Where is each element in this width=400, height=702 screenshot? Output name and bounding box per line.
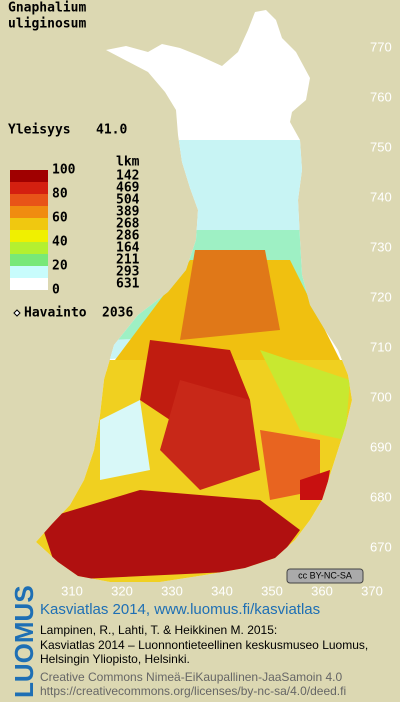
legend-swatch bbox=[10, 230, 48, 242]
y-tick-label: 690 bbox=[370, 439, 392, 454]
zone bbox=[160, 380, 260, 490]
logo: LUOMUS bbox=[9, 585, 39, 698]
legend-level: 80 bbox=[52, 187, 68, 202]
legend-count: 211 bbox=[116, 253, 140, 268]
citation: Lampinen, R., Lahti, T. & Heikkinen M. 2… bbox=[40, 623, 277, 637]
y-tick-label: 670 bbox=[370, 539, 392, 554]
y-tick-label: 770 bbox=[370, 39, 392, 54]
observation-count: 2036 bbox=[102, 306, 133, 321]
y-tick-label: 720 bbox=[370, 289, 392, 304]
y-tick-label: 680 bbox=[370, 489, 392, 504]
observation-label: Havainto bbox=[24, 306, 87, 321]
x-tick-label: 340 bbox=[211, 583, 233, 598]
legend-swatch bbox=[10, 218, 48, 230]
y-tick-label: 710 bbox=[370, 339, 392, 354]
license-badge bbox=[286, 568, 364, 584]
legend-count: 631 bbox=[116, 277, 140, 292]
x-tick-label: 330 bbox=[161, 583, 183, 598]
legend-level: 0 bbox=[52, 283, 60, 298]
frequency-label: Yleisyys bbox=[8, 123, 71, 138]
frequency-value: 41.0 bbox=[96, 123, 127, 138]
legend-swatch bbox=[10, 242, 48, 254]
license-badge-text: cc BY-NC-SA bbox=[298, 570, 352, 580]
y-tick-label: 700 bbox=[370, 389, 392, 404]
legend-count: 469 bbox=[116, 181, 139, 196]
legend-level: 40 bbox=[52, 235, 68, 250]
legend-level: 100 bbox=[52, 163, 76, 178]
legend-level: 20 bbox=[52, 259, 68, 274]
legend-swatch bbox=[10, 170, 48, 182]
legend-swatch bbox=[10, 266, 48, 278]
legend-header: lkm bbox=[116, 155, 140, 170]
legend-swatch bbox=[10, 194, 48, 206]
legend-count: 293 bbox=[116, 265, 139, 280]
y-tick-label: 760 bbox=[370, 89, 392, 104]
legend-count: 504 bbox=[116, 193, 140, 208]
x-tick-label: 310 bbox=[61, 583, 83, 598]
legend-count: 286 bbox=[116, 229, 140, 244]
legend-count: 164 bbox=[116, 241, 140, 256]
legend-count: 142 bbox=[116, 169, 139, 184]
axis: 770 760 750 740 730 720 710 700 690 680 670 310 320 3… bbox=[61, 39, 392, 598]
species-name: Gnaphalium bbox=[8, 1, 86, 16]
legend-swatch bbox=[10, 206, 48, 218]
y-tick-label: 740 bbox=[370, 189, 392, 204]
zone bbox=[300, 470, 330, 500]
observation-symbol bbox=[13, 309, 21, 317]
citation: Kasviatlas 2014 – Luonnontieteellinen ke… bbox=[40, 638, 368, 652]
license: https://creativecommons.org/licenses/by-… bbox=[40, 684, 346, 698]
zone bbox=[100, 400, 150, 480]
citation: Helsingin Yliopisto, Helsinki. bbox=[40, 652, 190, 666]
zone bbox=[40, 490, 300, 580]
legend-swatch bbox=[10, 254, 48, 266]
legend-count: 268 bbox=[116, 217, 140, 232]
legend-swatch bbox=[10, 278, 48, 290]
license: Creative Commons Nimeä-EiKaupallinen-Jaa… bbox=[40, 670, 342, 684]
x-tick-label: 360 bbox=[311, 583, 333, 598]
legend-level: 60 bbox=[52, 211, 68, 226]
legend-count: 389 bbox=[116, 205, 139, 220]
atlas-title: Kasviatlas 2014, www.luomus.fi/kasviatla… bbox=[40, 601, 320, 618]
x-tick-label: 320 bbox=[111, 583, 133, 598]
y-tick-label: 750 bbox=[370, 139, 392, 154]
x-tick-label: 350 bbox=[261, 583, 283, 598]
zone bbox=[260, 350, 350, 440]
zone bbox=[180, 250, 280, 340]
x-tick-label: 370 bbox=[361, 583, 383, 598]
species-name: uliginosum bbox=[8, 17, 86, 32]
legend-swatch bbox=[10, 182, 48, 194]
y-tick-label: 730 bbox=[370, 239, 392, 254]
